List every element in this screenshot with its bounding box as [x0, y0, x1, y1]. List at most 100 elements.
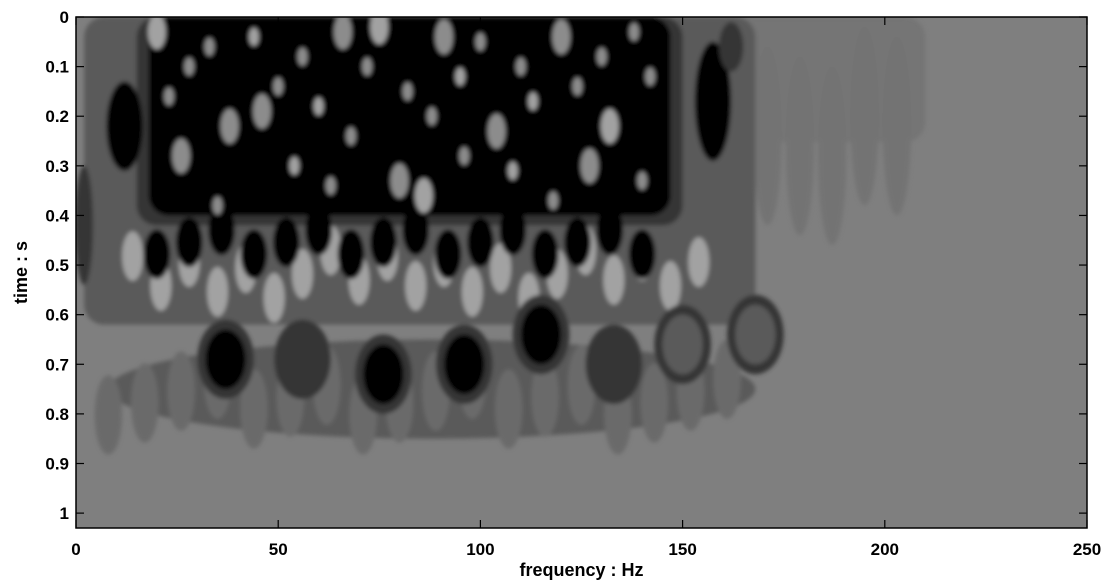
heat-late-component: [735, 304, 776, 365]
y-tick-label: 0.7: [45, 355, 69, 374]
heat-light-blob: [263, 272, 285, 323]
y-tick-label: 0.8: [45, 405, 69, 424]
heat-speckle: [220, 108, 239, 144]
heat-speckle: [184, 57, 195, 76]
heat-light-blob: [405, 261, 427, 311]
heat-fringe: [240, 369, 268, 449]
heat-main-finger: [402, 205, 430, 256]
y-tick-label: 0: [60, 8, 69, 27]
heat-light-blob: [688, 237, 710, 287]
heat-main-finger: [499, 205, 527, 256]
heat-main-finger: [628, 229, 656, 279]
y-tick-label: 0.6: [45, 306, 69, 325]
heat-main-core: [148, 17, 671, 216]
heat-speckle: [289, 156, 300, 175]
heat-speckle: [637, 171, 648, 190]
heat-speckle: [370, 17, 389, 45]
heat-speckle: [362, 57, 373, 76]
heat-main-finger: [531, 229, 559, 279]
heatmap-regions: [76, 17, 926, 455]
heat-speckle: [645, 67, 656, 86]
heat-late-component: [205, 329, 246, 390]
heat-speckle: [580, 148, 599, 184]
heat-right-lobe-top: [718, 21, 744, 72]
heat-speckle: [629, 22, 639, 41]
y-axis-title: time : s: [11, 241, 31, 304]
heat-speckle: [346, 127, 356, 145]
x-axis: 0 50 100 150 200 250: [71, 17, 1101, 559]
heat-speckle: [334, 17, 352, 50]
y-axis: 0 0.1 0.2 0.3 0.4 0.5 0.6 0.7 0.8 0.9 1: [45, 8, 1087, 523]
heat-speckle: [313, 97, 324, 116]
heat-speckle: [475, 32, 486, 51]
heat-speckle: [600, 108, 619, 144]
heat-late-component: [662, 314, 703, 375]
y-tick-label: 1: [60, 504, 69, 523]
heat-speckle: [487, 113, 506, 149]
heat-speckle: [507, 161, 518, 180]
heat-speckle: [515, 57, 526, 76]
heat-speckle: [548, 191, 559, 210]
heat-main-finger: [434, 229, 462, 279]
heatmap-layer: [76, 17, 926, 455]
heat-faint-streak: [753, 46, 782, 226]
x-tick-label: 50: [269, 540, 288, 559]
heat-speckle: [455, 67, 466, 86]
heat-main-finger: [305, 205, 332, 256]
x-tick-label: 150: [668, 540, 696, 559]
heat-main-finger: [369, 217, 397, 268]
plot-frame: [75, 16, 1088, 529]
heat-late-component: [444, 334, 485, 395]
heat-speckle: [212, 196, 223, 215]
heat-speckle: [253, 93, 271, 129]
heat-faint-streak: [785, 56, 815, 236]
heat-speckle: [297, 47, 308, 66]
heat-light-blob: [207, 267, 229, 317]
heat-speckle: [325, 176, 336, 195]
heat-fringe: [640, 363, 669, 443]
heat-speckle: [402, 82, 413, 101]
x-tick-label: 0: [71, 540, 80, 559]
heat-speckle: [249, 27, 259, 46]
heat-fringe: [94, 375, 123, 455]
x-axis-title: frequency : Hz: [519, 560, 643, 580]
y-tick-label: 0.1: [45, 58, 69, 77]
heat-main-finger: [467, 217, 494, 268]
heat-light-blob: [291, 249, 313, 299]
heat-main-finger: [240, 229, 268, 279]
heat-speckle: [172, 138, 191, 174]
heat-light-blob: [122, 231, 144, 281]
heat-faint-streak: [882, 36, 912, 216]
heat-speckle: [164, 87, 174, 106]
heat-speckle: [427, 107, 437, 126]
heat-main-finger: [564, 217, 591, 268]
heat-speckle: [390, 163, 409, 199]
heat-light-blob: [490, 243, 512, 293]
heat-fringe: [494, 369, 523, 449]
heat-main-finger: [337, 229, 365, 279]
heat-speckle: [147, 17, 166, 50]
heat-main-finger: [272, 217, 300, 268]
heat-speckle: [528, 92, 538, 111]
heat-main-finger: [175, 217, 203, 268]
y-tick-label: 0.9: [45, 455, 69, 474]
x-tick-label: 250: [1073, 540, 1101, 559]
heat-late-component: [363, 344, 404, 404]
heat-speckle: [596, 47, 607, 66]
heat-speckle: [572, 77, 583, 96]
heat-speckle: [459, 146, 470, 165]
heat-fringe: [531, 357, 559, 437]
heat-speckle: [435, 19, 453, 55]
heat-speckle: [273, 77, 284, 96]
y-tick-label: 0.5: [45, 256, 69, 275]
heat-left-edge: [76, 165, 93, 285]
heat-late-component: [282, 329, 323, 390]
heat-right-lobe: [694, 41, 732, 161]
heat-main-finger: [596, 205, 624, 256]
y-tick-label: 0.2: [45, 107, 69, 126]
heat-light-blob: [461, 267, 483, 317]
x-tick-label: 200: [871, 540, 899, 559]
heat-light-blob: [603, 255, 625, 305]
